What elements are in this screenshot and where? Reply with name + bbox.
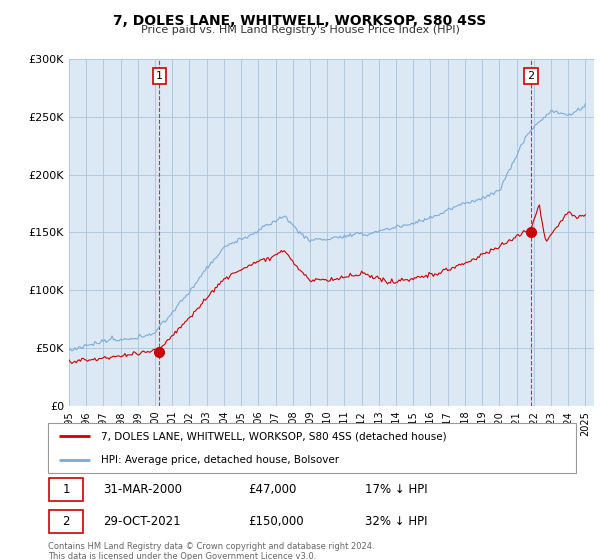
Text: 31-MAR-2000: 31-MAR-2000 bbox=[103, 483, 182, 496]
Text: 1: 1 bbox=[156, 71, 163, 81]
Text: £47,000: £47,000 bbox=[248, 483, 297, 496]
Text: 7, DOLES LANE, WHITWELL, WORKSOP, S80 4SS (detached house): 7, DOLES LANE, WHITWELL, WORKSOP, S80 4S… bbox=[101, 431, 446, 441]
Bar bbox=[49, 510, 83, 533]
Text: 7, DOLES LANE, WHITWELL, WORKSOP, S80 4SS: 7, DOLES LANE, WHITWELL, WORKSOP, S80 4S… bbox=[113, 14, 487, 28]
Text: Price paid vs. HM Land Registry's House Price Index (HPI): Price paid vs. HM Land Registry's House … bbox=[140, 25, 460, 35]
Text: 32% ↓ HPI: 32% ↓ HPI bbox=[365, 515, 427, 528]
Text: 29-OCT-2021: 29-OCT-2021 bbox=[103, 515, 181, 528]
Bar bbox=[49, 478, 83, 501]
Text: Contains HM Land Registry data © Crown copyright and database right 2024.
This d: Contains HM Land Registry data © Crown c… bbox=[48, 542, 374, 560]
Text: 2: 2 bbox=[527, 71, 535, 81]
Text: HPI: Average price, detached house, Bolsover: HPI: Average price, detached house, Bols… bbox=[101, 455, 339, 465]
Text: 1: 1 bbox=[62, 483, 70, 496]
Text: 2: 2 bbox=[62, 515, 70, 528]
Text: 17% ↓ HPI: 17% ↓ HPI bbox=[365, 483, 427, 496]
Text: £150,000: £150,000 bbox=[248, 515, 304, 528]
